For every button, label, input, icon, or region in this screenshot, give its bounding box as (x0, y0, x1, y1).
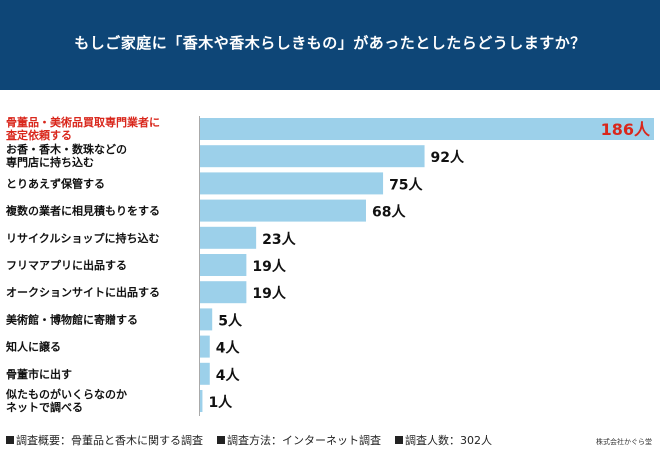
category-label-0: 骨董品・美術品買取専門業者に査定依頼する (6, 115, 160, 142)
brand-name: 株式会社かぐら堂 (596, 438, 652, 446)
value-label-5: 19人 (252, 258, 286, 275)
category-label-2: とりあえず保管する (6, 176, 105, 190)
category-label-3: 複数の業者に相見積もりをする (5, 204, 160, 218)
footer-item-count: 調査人数：302人 (395, 432, 492, 448)
value-label-10: 1人 (208, 394, 233, 411)
bar-5 (200, 254, 247, 276)
bar-2 (200, 172, 384, 195)
axis-line (199, 116, 200, 416)
value-label-2: 75人 (389, 176, 423, 193)
bar-1 (200, 145, 425, 168)
value-label-6: 19人 (252, 285, 286, 302)
category-label-1: お香・香木・数珠などの専門店に持ち込む (6, 142, 127, 169)
survey-footer: 調査概要：骨董品と香木に関する調査 調査方法：インターネット調査 調査人数：30… (6, 432, 492, 448)
bar-6 (200, 281, 247, 304)
value-label-1: 92人 (431, 149, 465, 166)
category-label-8: 知人に譲る (5, 340, 61, 354)
header-banner: もしご家庭に「香木や香木らしきもの」があったとしたらどうしますか？ (0, 0, 660, 90)
value-label-7: 5人 (218, 312, 243, 329)
category-label-10: 似たものがいくらなのかネットで調べる (5, 387, 127, 414)
category-label-4: リサイクルショップに持ち込む (6, 231, 159, 245)
value-label-4: 23人 (262, 231, 296, 248)
bar-0 (200, 118, 654, 140)
value-label-0: 186人 (601, 120, 651, 139)
category-label-7: 美術館・博物館に寄贈する (6, 312, 138, 326)
value-label-3: 68人 (372, 204, 406, 221)
bar-3 (200, 199, 366, 222)
bar-9 (200, 362, 210, 385)
footer-item-overview: 調査概要：骨董品と香木に関する調査 (6, 432, 203, 448)
value-label-8: 4人 (216, 340, 241, 357)
bar-10 (200, 390, 203, 412)
bar-4 (200, 226, 257, 249)
category-label-6: オークションサイトに出品する (6, 285, 160, 299)
footer-item-method: 調査方法：インターネット調査 (217, 432, 381, 448)
category-label-5: フリマアプリに出品する (6, 258, 127, 272)
bar-7 (200, 308, 213, 331)
value-label-9: 4人 (216, 367, 241, 384)
chart-title: もしご家庭に「香木や香木らしきもの」があったとしたらどうしますか？ (74, 33, 586, 52)
bar-8 (200, 335, 210, 358)
category-label-9: 骨董市に出す (6, 367, 72, 381)
